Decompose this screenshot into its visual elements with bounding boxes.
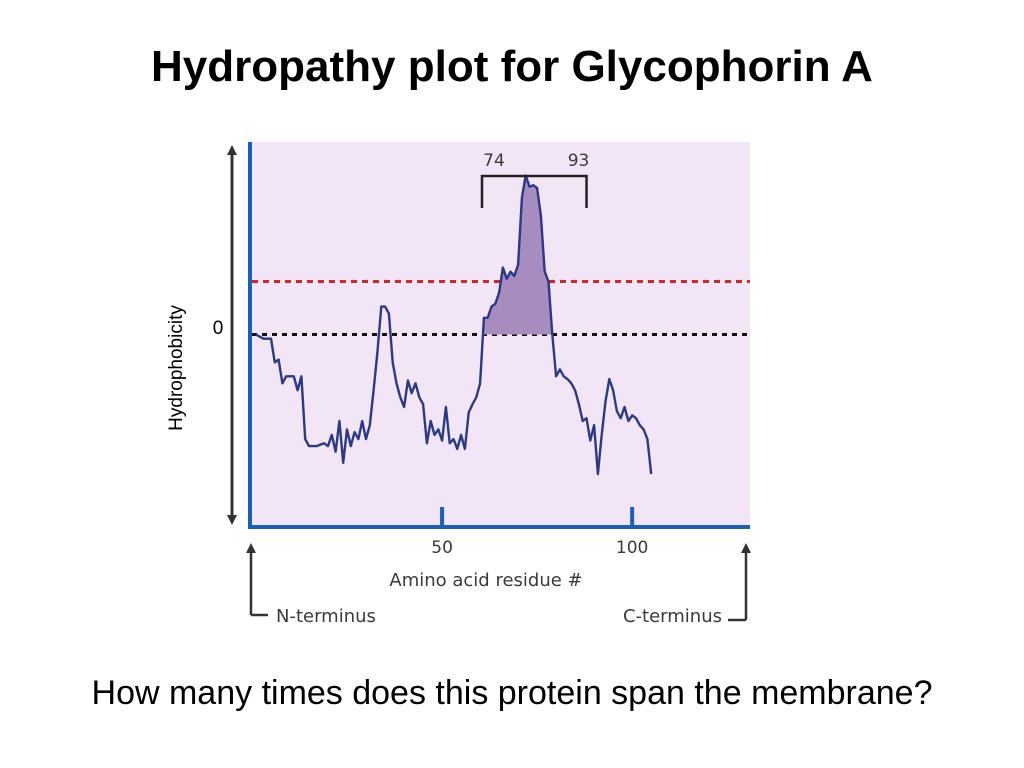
question-text: How many times does this protein span th… <box>91 674 933 712</box>
bracket-start-label: 74 <box>483 151 505 171</box>
x-tick-label-100: 100 <box>616 538 648 558</box>
y-axis-label: Hydrophobicity <box>166 305 187 431</box>
series-line <box>255 174 653 476</box>
segment-bracket <box>480 174 588 208</box>
x-tick-label-50: 50 <box>431 538 453 558</box>
n-terminus-label: N-terminus <box>276 606 376 627</box>
slide-title: Hydropathy plot for Glycophorin A <box>151 42 873 91</box>
c-terminus-label: C-terminus <box>623 606 722 627</box>
y-zero-label: 0 <box>213 318 224 339</box>
bracket-end-label: 93 <box>568 151 590 171</box>
x-axis-label: Amino acid residue # <box>389 570 582 591</box>
transmembrane-fill <box>483 175 553 335</box>
